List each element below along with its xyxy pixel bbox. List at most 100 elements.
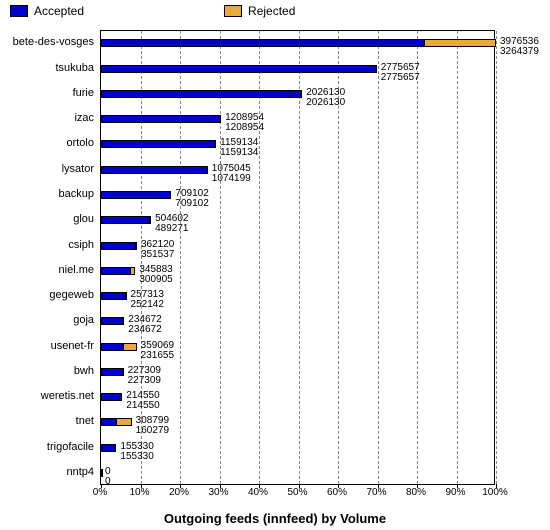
y-axis-label: bete-des-vosges [13,36,94,48]
bar-row: 227309227309 [101,366,494,390]
bar-row: 27756572775657 [101,63,494,87]
legend-item-rejected: Rejected [224,4,295,18]
y-axis-label: weretis.net [41,390,94,402]
x-axis-tick: 50% [287,487,307,498]
bar-row: 308799160279 [101,416,494,440]
bar-accepted [101,267,131,275]
bar-row: 214550214550 [101,391,494,415]
value-accepted: 709102 [175,198,208,209]
y-axis-label: backup [59,188,94,200]
value-accepted: 2775657 [381,72,420,83]
y-axis-label: gegeweb [49,289,94,301]
bar-accepted [101,166,208,174]
bar-accepted [101,90,302,98]
bar-accepted [101,343,124,351]
y-axis-label: furie [73,87,94,99]
y-axis-label: nntp4 [66,466,94,478]
y-axis-label: bwh [74,365,94,377]
value-accepted: 0 [105,476,111,487]
bar-row: 504602489271 [101,214,494,238]
bar-row: 12089541208954 [101,113,494,137]
x-axis-tick: 100% [482,487,508,498]
bar-accepted [101,393,122,401]
y-axis-label: csiph [68,239,94,251]
bar-row: 234672234672 [101,315,494,339]
y-axis-label: tnet [76,415,94,427]
x-axis-tick: 10% [129,487,149,498]
y-axis-label: niel.me [59,264,94,276]
bar-row: 359069231655 [101,341,494,365]
x-axis-title: Outgoing feeds (innfeed) by Volume [0,511,550,526]
bar-rejected [150,216,152,224]
gridline [496,31,497,484]
y-axis-label: izac [74,112,94,124]
legend-swatch-accepted [10,5,28,17]
x-axis-tick: 20% [169,487,189,498]
bar-row: 39765363264379 [101,37,494,61]
bar-accepted [101,191,171,199]
bar-accepted [101,317,124,325]
y-axis-label: trigofacile [47,441,94,453]
x-axis-tick: 90% [445,487,465,498]
legend-item-accepted: Accepted [10,4,84,18]
legend-label-accepted: Accepted [34,4,84,18]
bar-rejected [117,418,132,426]
bar-row: 709102709102 [101,189,494,213]
x-axis-tick: 70% [366,487,386,498]
x-axis-tick: 40% [248,487,268,498]
bar-accepted [101,368,124,376]
bar-row: 20261302026130 [101,88,494,112]
x-axis-tick: 30% [208,487,228,498]
value-accepted: 1159134 [220,147,258,158]
bar-rejected [126,292,127,300]
bar-accepted [101,444,116,452]
plot-area: 3976536326437927756572775657202613020261… [100,30,495,485]
value-accepted: 227309 [128,375,161,386]
bar-accepted [101,65,377,73]
y-axis-label: lysator [62,163,94,175]
value-accepted: 489271 [155,223,188,234]
bar-row: 257313252142 [101,290,494,314]
bar-rejected [425,39,496,47]
bar-row: 155330155330 [101,442,494,466]
bar-accepted [101,216,150,224]
legend-label-rejected: Rejected [248,4,295,18]
y-axis-label: goja [73,314,94,326]
bar-accepted [101,469,103,477]
y-axis-label: usenet-fr [51,340,94,352]
value-accepted: 155330 [120,451,153,462]
bar-accepted [101,242,136,250]
value-accepted: 3264379 [500,46,539,57]
value-accepted: 214550 [126,400,159,411]
bar-accepted [101,115,221,123]
y-axis-label: ortolo [66,137,94,149]
chart-container: Accepted Rejected 3976536326437927756572… [0,0,550,530]
bar-accepted [101,292,126,300]
value-accepted: 351537 [141,249,174,260]
value-accepted: 2026130 [306,97,345,108]
y-axis-label: glou [73,213,94,225]
x-axis-tick: 80% [406,487,426,498]
value-accepted: 160279 [136,425,169,436]
bar-row: 345883300905 [101,265,494,289]
value-accepted: 300905 [139,274,172,285]
y-axis-label: tsukuba [55,62,94,74]
bar-accepted [101,418,117,426]
bar-row: 10750451074199 [101,164,494,188]
bar-rejected [136,242,137,250]
bar-row: 11591341159134 [101,138,494,162]
value-accepted: 231655 [141,350,174,361]
bar-rejected [124,343,137,351]
bar-rejected [131,267,135,275]
bar-accepted [101,39,425,47]
bar-row: 362120351537 [101,240,494,264]
value-accepted: 1074199 [212,173,251,184]
x-axis-tick: 60% [327,487,347,498]
legend-swatch-rejected [224,5,242,17]
value-accepted: 252142 [131,299,164,310]
bar-accepted [101,140,216,148]
value-accepted: 234672 [128,324,161,335]
legend: Accepted Rejected [10,4,295,18]
x-axis-tick: 0% [93,487,107,498]
value-accepted: 1208954 [225,122,264,133]
